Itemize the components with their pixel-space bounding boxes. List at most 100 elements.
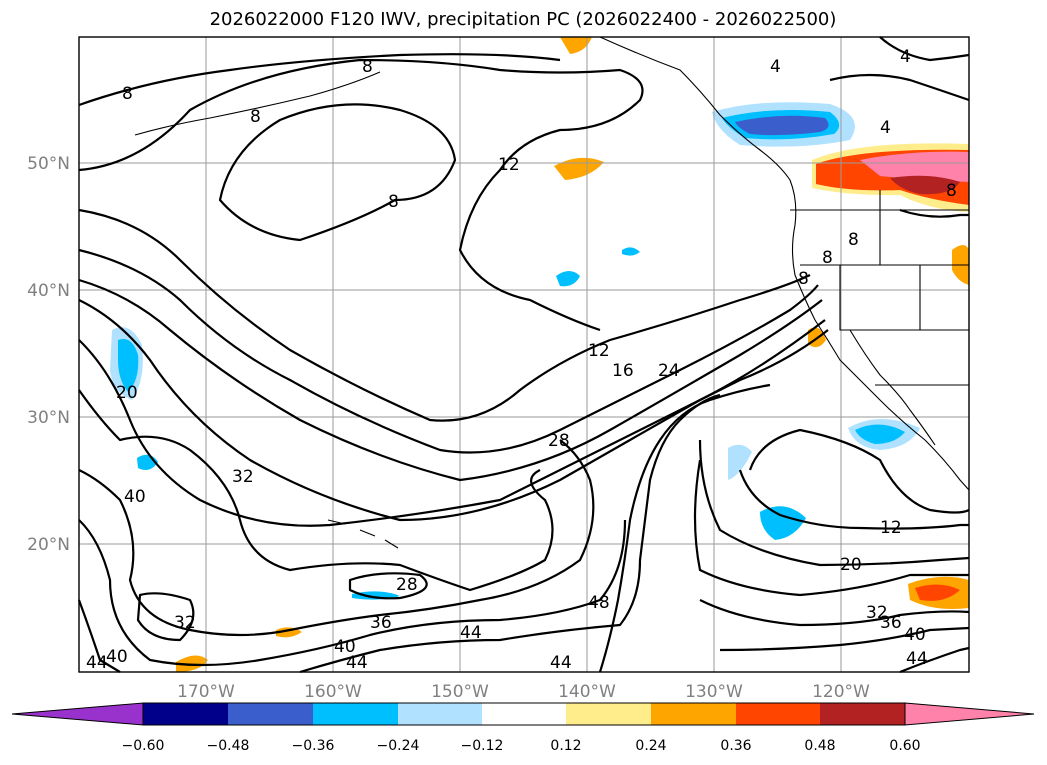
colorbar-tick-label: −0.60: [122, 738, 165, 754]
contour-label: 48: [588, 593, 610, 613]
contour-label-group: 8 8 8 12 8 4 4 4 8 8 8 12 16 24 28 20 40…: [86, 47, 957, 673]
colorbar-outline: [142, 702, 906, 726]
colorbar-swatch: [651, 703, 736, 725]
contour-28: [78, 329, 829, 527]
contour-label: 12: [498, 155, 520, 175]
state-border-3: [839, 265, 969, 331]
lat-label: 40°N: [27, 281, 70, 301]
lon-label: 160°W: [304, 682, 362, 702]
colorbar-swatch: [482, 703, 566, 725]
contour-36-east: [699, 599, 970, 627]
colorbar: −0.60 −0.48 −0.36 −0.24 −0.12 0.12 0.24 …: [11, 702, 1035, 754]
colorbar-swatch: [143, 703, 228, 725]
colorbar-swatch: [566, 703, 651, 725]
colorbar-extend-high: [904, 702, 1035, 726]
colorbar-swatch: [313, 703, 398, 725]
contour-label: 32: [174, 613, 196, 633]
lat-label: 20°N: [27, 535, 70, 555]
precip-positive-pnw-dark: [890, 175, 960, 195]
contour-label: 8: [848, 230, 859, 250]
contour-label: 4: [770, 57, 781, 77]
contour-32-south: [136, 592, 195, 642]
contour-label: 12: [588, 341, 610, 361]
contour-label: 36: [880, 613, 902, 633]
contour-label: 8: [250, 107, 261, 127]
figure-title: 2026022000 F120 IWV, precipitation PC (2…: [210, 9, 837, 30]
contour-12-north: [78, 58, 644, 332]
contour-label: 44: [906, 649, 928, 669]
graticule: [79, 37, 969, 672]
north-america-coast: [599, 36, 970, 491]
lon-label: 130°W: [685, 682, 743, 702]
contour-40-east: [719, 626, 970, 652]
contour-label: 40: [124, 487, 146, 507]
colorbar-swatch: [228, 703, 313, 725]
colorbar-tick-label: −0.12: [461, 738, 504, 754]
precip-negative-mid3: [728, 444, 752, 480]
contour-label: 32: [232, 467, 254, 487]
contour-label: 12: [880, 518, 902, 538]
contour-label: 8: [822, 248, 833, 268]
precip-positive-mexico-core: [915, 584, 960, 601]
contour-label: 32: [866, 603, 888, 623]
map-panel: 8 8 8 12 8 4 4 4 8 8 8 12 16 24 28 20 40…: [77, 36, 970, 674]
contour-label: 8: [798, 269, 809, 289]
contour-label: 8: [388, 192, 399, 212]
contour-label: 40: [106, 647, 128, 667]
contour-label: 4: [880, 118, 891, 138]
colorbar-tick-label: 0.36: [720, 738, 751, 754]
contour-44-b: [299, 393, 721, 674]
latitude-labels: 50°N 40°N 30°N 20°N: [27, 154, 70, 555]
contour-12-main: [78, 208, 811, 422]
precip-shading: [110, 37, 969, 672]
contour-label: 8: [946, 181, 957, 201]
lat-label: 50°N: [27, 154, 70, 174]
map-frame: [78, 36, 970, 673]
contour-36: [78, 439, 595, 637]
contour-label: 44: [550, 653, 572, 673]
contour-label: 28: [548, 431, 570, 451]
contour-28-south: [348, 572, 428, 600]
contour-20: [78, 278, 823, 482]
iwv-contours: [77, 36, 970, 674]
contour-label: 28: [396, 575, 418, 595]
contour-8-canada: [829, 73, 970, 102]
precip-negative-mid2: [622, 247, 640, 256]
contour-label: 40: [904, 625, 926, 645]
contour-label: 24: [658, 361, 680, 381]
contour-48: [598, 383, 771, 673]
colorbar-tick-label: 0.60: [889, 738, 920, 754]
colorbar-swatch: [398, 703, 482, 725]
precip-negative-alaska-inner: [735, 115, 829, 136]
contour-8-north: [78, 53, 561, 107]
coastlines: [134, 36, 970, 549]
contour-label: 36: [370, 613, 392, 633]
colorbar-swatch: [820, 703, 905, 725]
precip-negative-subtrop: [760, 506, 806, 540]
contour-label: 16: [612, 361, 634, 381]
colorbar-tick-label: −0.48: [207, 738, 250, 754]
colorbar-tick-label: 0.48: [804, 738, 835, 754]
contour-20-sub: [698, 439, 970, 567]
contour-44-east: [899, 646, 970, 674]
contour-label: 40: [334, 637, 356, 657]
colorbar-tick-label: 0.12: [550, 738, 581, 754]
contour-4-canada: [879, 36, 970, 62]
contour-label: 44: [460, 623, 482, 643]
precip-negative-hawaii-west-core: [118, 339, 139, 392]
precip-positive-top: [560, 37, 592, 54]
contour-16: [78, 248, 819, 454]
contour-44: [77, 599, 121, 673]
precip-negative-mid: [556, 271, 580, 287]
lon-label: 170°W: [177, 682, 235, 702]
lat-label: 30°N: [27, 408, 70, 428]
colorbar-swatch: [736, 703, 820, 725]
contour-label: 44: [346, 653, 368, 673]
contour-32: [78, 389, 554, 592]
contour-12-sub: [748, 428, 970, 514]
contour-label: 20: [840, 555, 862, 575]
contour-label: 4: [900, 47, 911, 67]
contour-label: 20: [116, 383, 138, 403]
colorbar-tick-label: −0.36: [292, 738, 335, 754]
contour-label: 8: [122, 84, 133, 104]
